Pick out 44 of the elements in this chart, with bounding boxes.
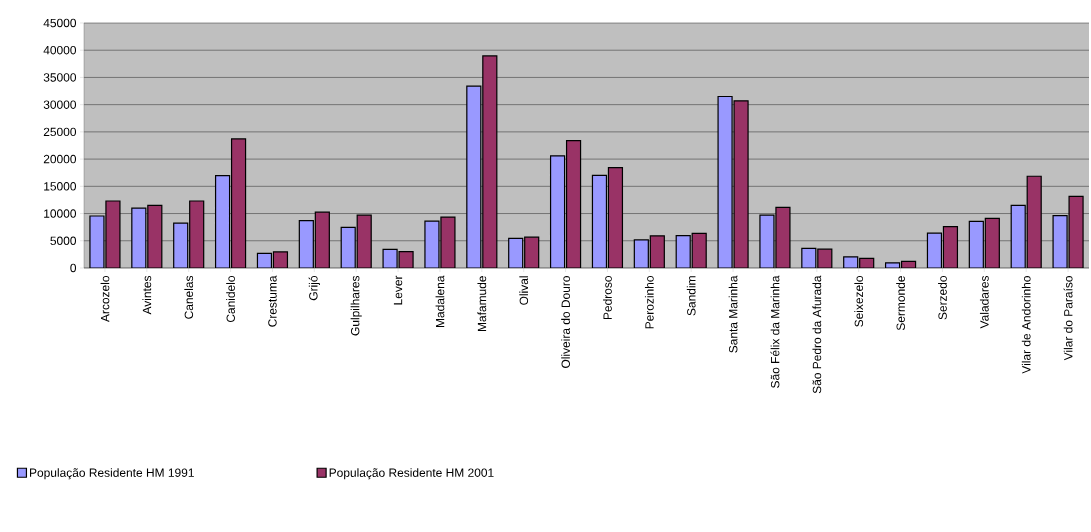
- x-tick-label: Lever: [393, 275, 403, 305]
- x-tick-label: Seixezelo: [854, 276, 864, 327]
- x-tick-label: Sandim: [686, 276, 696, 316]
- legend-label: População Residente HM 1991: [30, 468, 194, 480]
- y-tick-label: 15000: [44, 182, 77, 191]
- x-tick-label: Crestuma: [268, 275, 277, 327]
- x-tick-label: Canidelo: [226, 276, 235, 323]
- y-tick-label: 45000: [43, 18, 77, 28]
- bar: [131, 207, 147, 268]
- y-tick-label: 5000: [50, 236, 77, 245]
- y-tick-label: 25000: [43, 127, 77, 137]
- y-tick-label: 35000: [43, 73, 77, 82]
- x-tick-label: Olival: [519, 276, 529, 305]
- x-tick-label: Oliveira do Douro: [561, 276, 570, 368]
- bar: [968, 220, 984, 268]
- y-tick-label: 30000: [43, 100, 77, 109]
- x-tick-label: Serzedo: [938, 276, 947, 320]
- x-tick-label: Sermonde: [896, 276, 905, 331]
- x-tick-label: Santa Marinha: [728, 275, 738, 353]
- bar: [214, 175, 231, 268]
- x-tick-label: Grijó: [308, 276, 320, 301]
- bar: [466, 85, 482, 268]
- x-tick-label: Vilar do Paraíso: [1063, 276, 1073, 361]
- x-tick-label: Madalena: [435, 275, 445, 328]
- y-tick-label: 20000: [43, 154, 77, 164]
- x-tick-label: Pedroso: [603, 276, 612, 320]
- legend-label: População Residente HM 2001: [329, 468, 494, 480]
- x-tick-label: Perozinho: [644, 276, 654, 329]
- x-tick-label: Canelas: [184, 275, 194, 319]
- x-tick-label: Vilar de Andorinho: [1021, 276, 1031, 374]
- bar: [1010, 204, 1026, 268]
- bar: [549, 155, 566, 268]
- x-tick-label: São Félix da Marinha: [770, 275, 780, 388]
- x-tick-label: Valadares: [979, 275, 989, 329]
- y-tick-label: 40000: [43, 45, 77, 55]
- x-tick-label: Avintes: [142, 275, 152, 315]
- x-tick-label: São Pedro da Afurada: [812, 275, 822, 394]
- bar: [298, 220, 314, 268]
- y-tick-label: 0: [70, 263, 77, 273]
- x-tick-label: Mafamude: [477, 276, 487, 332]
- bar: [591, 174, 608, 268]
- x-tick-label: Arcozelo: [100, 276, 110, 322]
- y-tick-label: 10000: [44, 209, 77, 218]
- x-tick-label: Gulpilhares: [350, 275, 362, 336]
